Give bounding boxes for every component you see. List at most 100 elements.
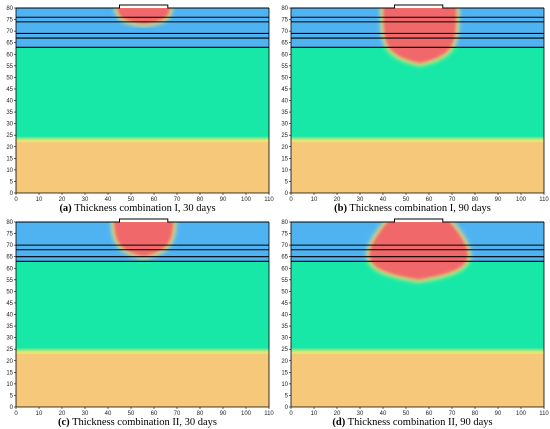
y-tick-label: 75: [6, 18, 13, 24]
heatmap-field: [291, 222, 544, 407]
y-tick-label: 65: [281, 41, 288, 47]
y-tick-label: 60: [6, 266, 13, 272]
y-tick-label: 30: [6, 122, 13, 128]
x-tick-label: 50: [128, 197, 135, 203]
y-tick-label: 15: [281, 156, 288, 162]
y-tick-label: 75: [281, 232, 288, 238]
x-tick-label: 30: [357, 411, 364, 417]
x-tick-label: 90: [495, 411, 502, 417]
y-tick-label: 65: [6, 41, 13, 47]
x-tick-label: 110: [539, 197, 549, 203]
y-tick-label: 25: [281, 133, 288, 139]
y-tick-label: 45: [6, 87, 13, 93]
chart-c: 0 10 20 30 40 50 60 70 80 90 100 110 0 5 10 15 20 25 30 35 4…: [6, 218, 274, 417]
y-tick-label: 45: [6, 301, 13, 307]
heatmap-field: [16, 222, 269, 407]
x-tick-label: 0: [289, 411, 293, 417]
y-tick-label: 55: [6, 64, 13, 70]
x-tick-label: 50: [403, 197, 410, 203]
y-tick-label: 50: [6, 289, 13, 295]
lower-region: [291, 353, 544, 407]
y-tick-label: 25: [6, 133, 13, 139]
x-tick-label: 40: [380, 411, 387, 417]
y-tick-label: 50: [281, 289, 288, 295]
x-tick-label: 60: [151, 197, 158, 203]
x-tick-label: 90: [220, 197, 227, 203]
y-tick-label: 35: [281, 110, 288, 116]
x-tick-label: 110: [264, 411, 274, 417]
panel-b: 0 10 20 30 40 50 60 70 80 90 100 110 0 5 10 15 20 25 30 35 4…: [275, 0, 550, 214]
panel-d: 0 10 20 30 40 50 60 70 80 90 100 110 0 5 10 15 20 25 30 35 4…: [275, 214, 550, 428]
x-tick-label: 80: [197, 197, 204, 203]
y-tick-label: 80: [6, 6, 13, 12]
y-tick-label: 25: [281, 347, 288, 353]
x-tick-label: 30: [82, 411, 89, 417]
y-tick-label: 10: [281, 382, 288, 388]
y-tick-label: 5: [10, 393, 14, 399]
caption-a: (a) Thickness combination I, 30 days: [0, 203, 275, 214]
x-tick-label: 70: [449, 411, 456, 417]
y-tick-label: 50: [6, 75, 13, 81]
x-tick-label: 40: [105, 411, 112, 417]
caption-text: Thickness combination II, 90 days: [347, 417, 493, 428]
x-tick-label: 80: [197, 411, 204, 417]
x-tick-label: 0: [14, 411, 18, 417]
y-tick-label: 30: [281, 336, 288, 342]
x-tick-label: 60: [426, 197, 433, 203]
y-tick-label: 40: [6, 99, 13, 105]
x-tick-label: 0: [14, 197, 18, 203]
x-tick-label: 0: [289, 197, 293, 203]
lower-region: [16, 142, 269, 193]
x-tick-label: 30: [82, 197, 89, 203]
y-tick-label: 20: [281, 145, 288, 151]
y-tick-label: 25: [6, 347, 13, 353]
y-tick-label: 15: [6, 156, 13, 162]
x-tick-label: 20: [59, 411, 66, 417]
y-tick-label: 0: [285, 191, 289, 197]
y-tick-label: 0: [285, 405, 289, 411]
top-boundary: [16, 4, 269, 9]
x-tick-label: 100: [241, 411, 252, 417]
chart-a: 0 10 20 30 40 50 60 70 80 90 100 110 0 5 10 15 20 25 30 35 4…: [6, 4, 274, 203]
y-tick-label: 60: [6, 52, 13, 58]
y-tick-label: 70: [6, 243, 13, 249]
caption-text: Thickness combination II, 30 days: [72, 417, 218, 428]
x-tick-label: 100: [516, 411, 527, 417]
y-tick-label: 80: [281, 6, 288, 12]
top-boundary: [16, 218, 269, 223]
caption-b: (b) Thickness combination I, 90 days: [275, 203, 550, 214]
plume-core: [369, 222, 469, 280]
y-tick-label: 70: [281, 243, 288, 249]
y-tick-label: 55: [281, 64, 288, 70]
caption-text: Thickness combination I, 30 days: [74, 203, 216, 214]
x-tick-label: 100: [516, 197, 527, 203]
lower-region: [291, 142, 544, 193]
x-tick-label: 20: [334, 197, 341, 203]
x-tick-label: 80: [472, 197, 479, 203]
x-tick-label: 10: [36, 411, 43, 417]
y-tick-label: 45: [281, 87, 288, 93]
y-tick-label: 80: [6, 220, 13, 226]
y-tick-label: 30: [281, 122, 288, 128]
caption-d: (d) Thickness combination II, 90 days: [275, 417, 550, 428]
y-tick-label: 65: [6, 255, 13, 261]
lower-region: [16, 353, 269, 407]
caption-c: (c) Thickness combination II, 30 days: [0, 417, 275, 428]
y-tick-label: 45: [281, 301, 288, 307]
y-tick-label: 75: [6, 232, 13, 238]
y-tick-label: 20: [6, 359, 13, 365]
x-tick-label: 70: [174, 197, 181, 203]
y-tick-label: 35: [281, 324, 288, 330]
chart-d: 0 10 20 30 40 50 60 70 80 90 100 110 0 5 10 15 20 25 30 35 4…: [281, 218, 549, 417]
x-tick-label: 110: [539, 411, 549, 417]
x-tick-label: 100: [241, 197, 252, 203]
y-tick-label: 65: [281, 255, 288, 261]
y-tick-label: 10: [281, 168, 288, 174]
x-tick-label: 40: [380, 197, 387, 203]
x-tick-label: 10: [311, 197, 318, 203]
y-tick-label: 55: [6, 278, 13, 284]
y-tick-label: 70: [6, 29, 13, 35]
caption-letter: (a): [59, 203, 72, 214]
x-tick-label: 50: [128, 411, 135, 417]
y-tick-label: 75: [281, 18, 288, 24]
